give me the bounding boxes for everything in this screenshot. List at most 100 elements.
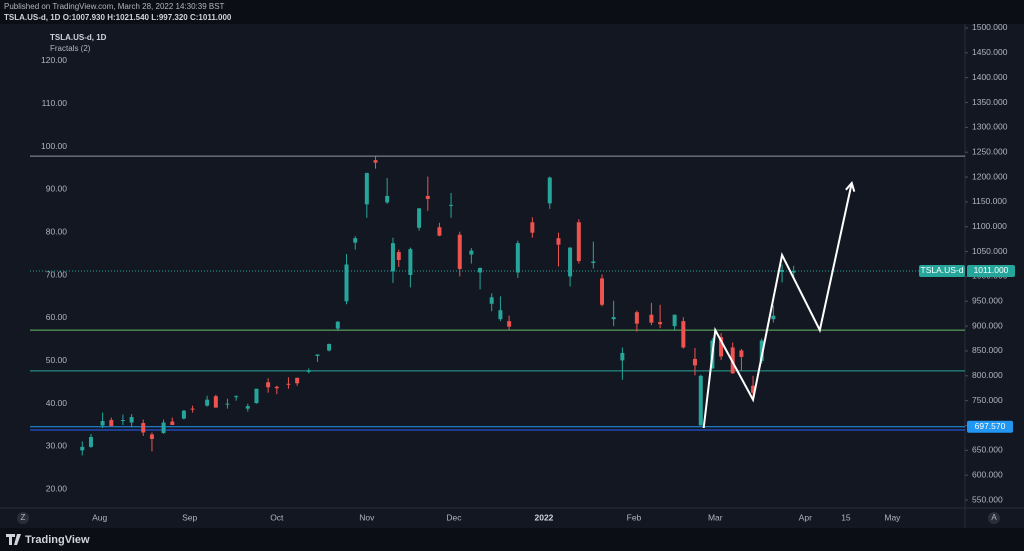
candle-body (698, 375, 703, 426)
candle-body (295, 377, 300, 384)
x-tick-label: Sep (182, 512, 197, 522)
candle-body (181, 410, 186, 419)
candle-body (547, 177, 552, 204)
symbol-badge-label: TSLA.US-d (921, 265, 964, 275)
header-ohlc: TSLA.US-d, 1D O:1007.930 H:1021.540 L:99… (4, 13, 232, 22)
candle-body (672, 314, 677, 327)
ohlc-value: 1021.540 (116, 13, 150, 22)
candle-body (719, 337, 724, 357)
candle-body (306, 370, 311, 372)
candle-body (449, 204, 454, 206)
candle-body (515, 243, 520, 273)
auto-scale-label[interactable]: A (991, 513, 997, 522)
candle-body (344, 264, 349, 302)
candle-body (327, 344, 332, 351)
y2-tick-label: 100.00 (41, 141, 67, 151)
y-tick-label: 1200.000 (972, 171, 1008, 181)
candle-body (649, 314, 654, 323)
y-tick-label: 600.000 (972, 469, 1003, 479)
header-bar (0, 0, 1024, 24)
y2-tick-label: 60.00 (46, 312, 68, 322)
candle-body (751, 385, 756, 393)
x-tick-label: Mar (708, 512, 723, 522)
candle-body (364, 173, 369, 205)
candle-body (109, 420, 114, 427)
y-tick-label: 1250.000 (972, 146, 1008, 156)
brand-logo (6, 534, 21, 545)
x-tick-label: Aug (92, 512, 107, 522)
candle-body (390, 243, 395, 272)
candle-body (658, 322, 663, 325)
zoom-button[interactable] (17, 512, 29, 524)
candle-body (739, 350, 744, 357)
candle-body (100, 421, 105, 426)
candle-body (88, 436, 93, 447)
candle-body (568, 247, 573, 277)
y-tick-label: 1450.000 (972, 47, 1008, 57)
candle-body (457, 234, 462, 269)
y-tick-label: 1350.000 (972, 97, 1008, 107)
level-label: 697.570 (975, 421, 1006, 431)
candle-body (266, 382, 271, 388)
candle-body (373, 160, 378, 163)
candle-body (600, 278, 605, 305)
level-badge (967, 420, 1013, 433)
candle-body (530, 222, 535, 233)
candle-body (591, 261, 596, 264)
candle-body (780, 269, 785, 272)
x-tick-label: 2022 (534, 512, 553, 522)
projection-arrowhead (845, 180, 856, 192)
candle-body (681, 321, 686, 348)
y2-tick-label: 80.00 (46, 226, 68, 236)
y-tick-label: 1500.000 (972, 22, 1008, 32)
x-tick-label: 15 (841, 512, 851, 522)
x-tick-label: Apr (799, 512, 812, 522)
candle-body (80, 446, 85, 451)
auto-scale-button[interactable] (988, 512, 1000, 524)
candle-body (274, 386, 279, 389)
candle-body (245, 406, 250, 409)
y-tick-label: 950.000 (972, 296, 1003, 306)
y-tick-label: 1100.000 (972, 221, 1007, 231)
candle-body (791, 270, 796, 273)
candle-body (120, 420, 125, 422)
ohlc-value: 997.320 (159, 13, 188, 22)
candle-body (129, 417, 134, 423)
y-tick-label: 750.000 (972, 395, 1003, 405)
chart-legend: TSLA.US-d, 1D (50, 33, 107, 42)
x-tick-label: Dec (446, 512, 462, 522)
y-tick-label: 1300.000 (972, 122, 1008, 132)
candle-body (335, 321, 340, 329)
header-symbol: TSLA.US-d, 1D (4, 13, 61, 22)
y2-tick-label: 20.00 (46, 483, 68, 493)
candle-body (771, 315, 776, 320)
candle-body (611, 317, 616, 320)
x-tick-label: Nov (359, 512, 375, 522)
candle-body (692, 358, 697, 366)
y-tick-label: 650.000 (972, 445, 1003, 455)
candle-body (170, 421, 175, 426)
y2-tick-label: 40.00 (46, 398, 68, 408)
candle-body (498, 310, 503, 320)
candle-body (254, 388, 259, 404)
projection-line (702, 182, 853, 429)
candle-body (385, 195, 390, 203)
published-note: Published on TradingView.com, March 28, … (4, 2, 225, 11)
candle-body (408, 249, 413, 275)
price-badge (967, 264, 1015, 277)
candle-body (759, 340, 764, 361)
y2-tick-label: 70.00 (46, 269, 68, 279)
ohlc-name: H: (107, 13, 115, 22)
candle-body (478, 267, 483, 273)
y2-tick-label: 50.00 (46, 355, 68, 365)
y-tick-label: 800.000 (972, 370, 1003, 380)
x-tick-label: Feb (627, 512, 642, 522)
candle-body (353, 238, 358, 243)
candle-body (437, 227, 442, 236)
ohlc-name: O: (63, 13, 72, 22)
zoom-button-label[interactable]: Z (21, 513, 26, 522)
candle-body (315, 354, 320, 356)
